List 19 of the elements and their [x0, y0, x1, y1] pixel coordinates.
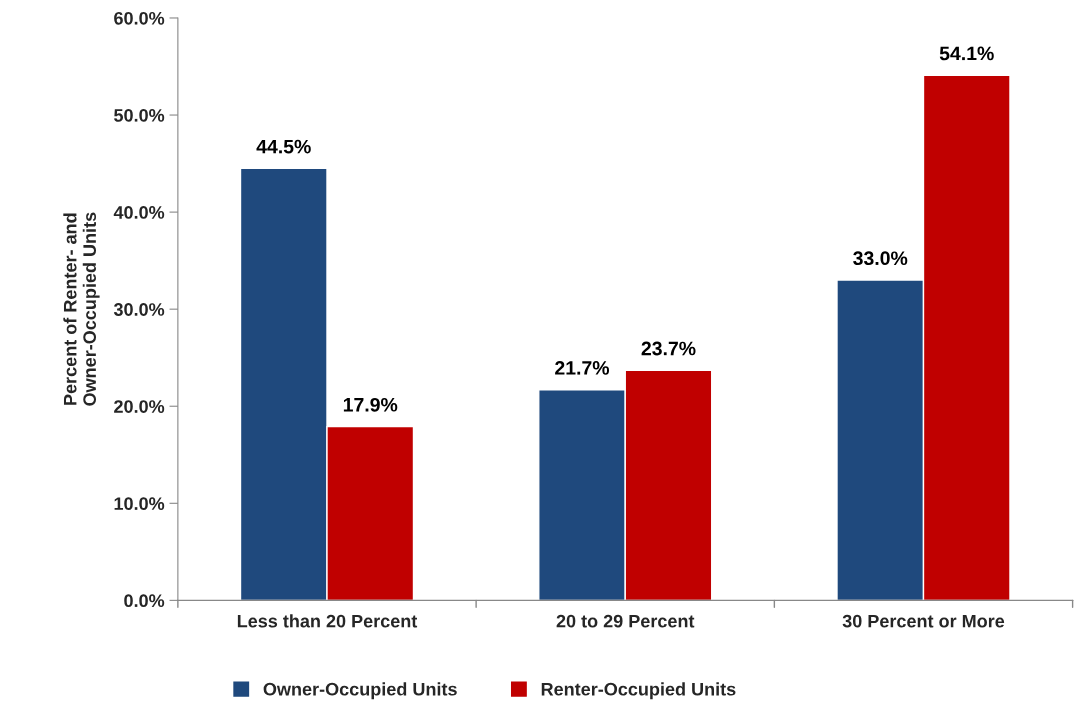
- data-label: 33.0%: [853, 251, 908, 266]
- y-tick-label: 10.0%: [114, 497, 165, 511]
- data-label: 23.7%: [641, 341, 696, 356]
- y-tick-label: 30.0%: [113, 303, 165, 316]
- y-tick-label: 50.0%: [114, 108, 165, 122]
- legend-label: Renter-Occupied Units: [541, 682, 736, 700]
- legend-label: Owner-Occupied Units: [263, 682, 457, 700]
- data-label: 44.5%: [256, 139, 311, 154]
- x-tick-label: 30 Percent or More: [842, 614, 1005, 628]
- data-label: 21.7%: [555, 361, 610, 375]
- data-label: 54.1%: [939, 46, 994, 61]
- y-tick-label: 60.0%: [114, 11, 165, 25]
- x-tick-label: 20 to 29 Percent: [556, 614, 695, 628]
- y-tick-label: 20.0%: [114, 400, 165, 413]
- y-tick-label: 0.0%: [124, 594, 165, 608]
- x-tick-label: Less than 20 Percent: [237, 614, 418, 628]
- data-label: 17.9%: [343, 397, 398, 412]
- y-axis-title: Percent of Renter- and Owner-Occupied Units: [63, 212, 100, 406]
- y-tick-label: 40.0%: [113, 206, 165, 219]
